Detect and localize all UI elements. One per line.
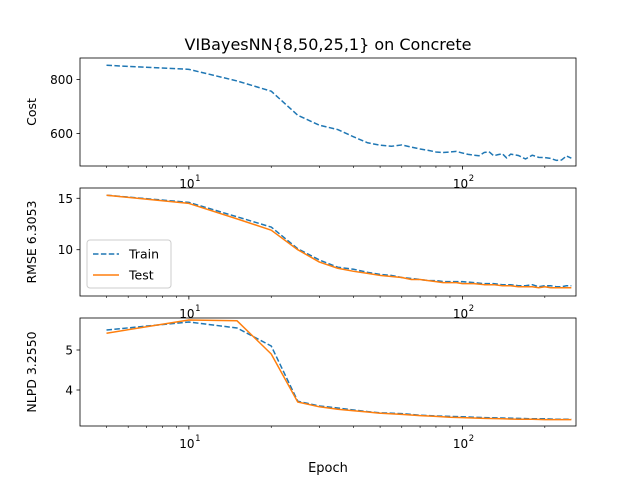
y-tick-label: 15 (58, 192, 73, 206)
y-tick-label: 10 (58, 243, 73, 257)
x-tick-label: 10 (179, 177, 194, 191)
x-axis-label: Epoch (308, 461, 348, 476)
x-tick-exponent: 1 (195, 304, 200, 314)
y-axis-label: RMSE 6.3053 (24, 200, 39, 283)
x-tick-label: 10 (453, 437, 468, 451)
x-tick-exponent: 2 (469, 434, 474, 444)
chart-title: VIBayesNN{8,50,25,1} on Concrete (185, 35, 472, 54)
x-tick-label: 10 (179, 437, 194, 451)
legend-label-test: Test (128, 268, 154, 283)
series-line-test (106, 319, 572, 421)
series-line-test (106, 194, 572, 289)
y-axis-label: Cost (24, 98, 39, 126)
y-tick-label: 5 (65, 344, 73, 358)
x-tick-exponent: 1 (195, 434, 200, 444)
y-tick-label: 800 (50, 73, 73, 87)
y-tick-label: 4 (65, 384, 73, 398)
axes-frame (79, 57, 577, 167)
x-tick-exponent: 2 (469, 174, 474, 184)
x-tick-label: 10 (453, 177, 468, 191)
legend: Train Test (86, 239, 172, 289)
legend-box (86, 239, 172, 289)
axes-frame (79, 187, 577, 297)
x-tick-exponent: 1 (195, 174, 200, 184)
x-tick-exponent: 2 (469, 304, 474, 314)
axes-frame (79, 317, 577, 427)
series-line-train (106, 64, 572, 162)
legend-label-train: Train (128, 247, 159, 262)
x-tick-label: 10 (179, 307, 194, 321)
y-axis-label: NLPD 3.2550 (24, 331, 39, 412)
series-line-train (106, 194, 572, 288)
y-tick-label: 600 (50, 127, 73, 141)
x-tick-label: 10 (453, 307, 468, 321)
